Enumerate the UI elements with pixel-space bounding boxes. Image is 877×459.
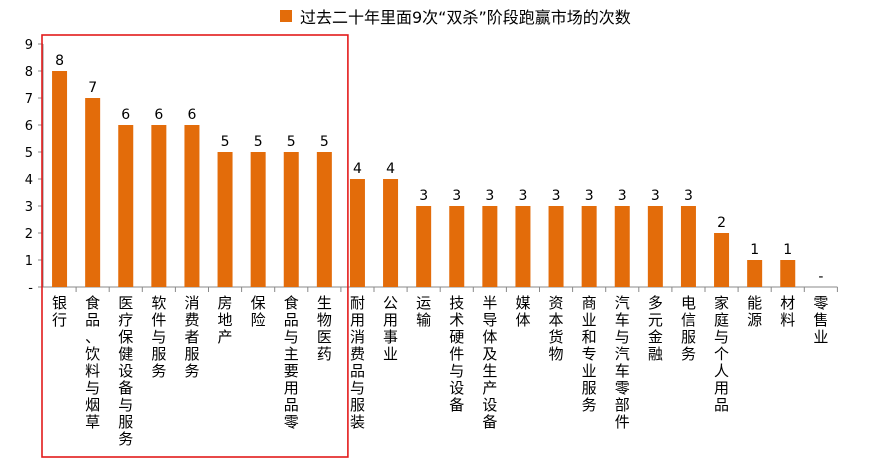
bar	[548, 206, 564, 287]
x-tick-label: 银行	[52, 294, 67, 329]
x-tick-label: 保险	[251, 294, 266, 329]
y-tick-label: 9	[25, 38, 33, 53]
bar	[614, 206, 630, 287]
bar	[118, 125, 134, 287]
bar	[714, 233, 730, 287]
y-tick-label: 2	[25, 227, 33, 242]
data-label: 3	[684, 188, 693, 204]
data-label: 5	[287, 134, 296, 150]
y-tick-label: 8	[25, 65, 33, 80]
bar	[581, 206, 597, 287]
x-tick-label: 软件与服务	[151, 294, 166, 380]
data-label: 3	[452, 188, 461, 204]
x-tick-label: 商业和专业服务	[582, 294, 597, 414]
data-label: 5	[254, 134, 263, 150]
data-label: 3	[419, 188, 428, 204]
bar	[647, 206, 663, 287]
x-tick-label: 耐用消费品与服装	[350, 294, 365, 431]
x-tick-label: 运输	[416, 294, 431, 329]
data-label: 1	[750, 242, 759, 258]
x-tick-label: 生物医药	[317, 294, 332, 363]
x-tick-label: 媒体	[515, 294, 530, 329]
x-tick-label: 家庭与个人用品	[714, 294, 729, 414]
data-label: 4	[386, 161, 395, 177]
y-tick-label: 7	[25, 92, 33, 107]
x-tick-label: 汽车与汽车零部件	[615, 294, 630, 431]
legend-label: 过去二十年里面9次“双杀”阶段跑赢市场的次数	[300, 8, 631, 27]
data-label: 3	[485, 188, 494, 204]
data-label: 2	[717, 215, 726, 231]
data-label: 4	[353, 161, 362, 177]
x-tick-label: 食品、饮料与烟草	[85, 294, 100, 431]
y-tick-label: 6	[25, 119, 33, 134]
highlight-box	[41, 34, 349, 458]
x-tick-label: 房地产	[218, 294, 233, 346]
x-tick-label: 能源	[747, 294, 762, 329]
bar	[449, 206, 465, 287]
bar	[416, 206, 432, 287]
data-label: 5	[221, 134, 230, 150]
bar	[184, 125, 200, 287]
y-tick-label: 3	[25, 200, 33, 215]
data-label: 6	[187, 107, 196, 123]
data-label: 3	[651, 188, 660, 204]
x-tick-label: 医疗保健设备与服务	[118, 294, 133, 448]
x-tick-label: 资本货物	[549, 294, 564, 363]
x-tick-label: 材料	[780, 294, 795, 329]
bar	[680, 206, 696, 287]
bar	[283, 152, 299, 287]
bar	[780, 260, 796, 287]
x-tick-label: 多元金融	[648, 294, 663, 363]
bar	[316, 152, 332, 287]
bar	[151, 125, 167, 287]
data-label: 6	[121, 107, 130, 123]
bar	[482, 206, 498, 287]
bar	[52, 71, 68, 287]
data-label: 6	[154, 107, 163, 123]
data-label: 5	[320, 134, 329, 150]
x-tick-label: 公用事业	[383, 294, 398, 363]
data-label: 7	[88, 80, 97, 96]
x-tick-label: 技术硬件与设备	[449, 294, 464, 414]
y-tick-label: 5	[25, 146, 33, 161]
data-label: 8	[55, 53, 64, 69]
data-label: 3	[618, 188, 627, 204]
x-tick-label: 消费者服务	[184, 294, 199, 380]
x-tick-label: 电信服务	[681, 294, 696, 363]
bar	[85, 98, 101, 287]
data-label: -	[818, 269, 823, 285]
x-tick-label: 食品与主要用品零	[284, 294, 299, 431]
bar	[349, 179, 365, 287]
y-tick-label: 4	[25, 173, 33, 188]
legend-swatch	[280, 10, 292, 22]
bar	[515, 206, 531, 287]
chart-legend: 过去二十年里面9次“双杀”阶段跑赢市场的次数	[280, 4, 631, 28]
data-label: 1	[783, 242, 792, 258]
x-tick-label: 零售业	[813, 294, 828, 346]
data-label: 3	[552, 188, 561, 204]
bar	[383, 179, 399, 287]
y-tick-label: -	[28, 281, 33, 296]
bar	[250, 152, 266, 287]
data-label: 3	[518, 188, 527, 204]
bar	[217, 152, 233, 287]
bar	[747, 260, 763, 287]
data-label: 3	[585, 188, 594, 204]
x-tick-label: 半导体及生产设备	[482, 294, 497, 431]
y-tick-label: 1	[25, 254, 33, 269]
